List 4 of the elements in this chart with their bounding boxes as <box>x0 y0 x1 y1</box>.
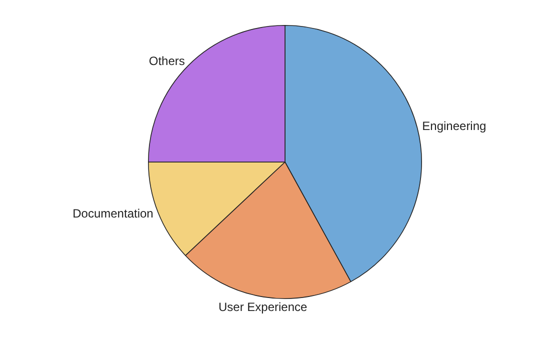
slice-label: User Experience <box>218 300 308 314</box>
slice-label: Others <box>148 54 185 68</box>
slice-label: Engineering <box>422 119 486 134</box>
slice-label: Documentation <box>72 206 154 220</box>
